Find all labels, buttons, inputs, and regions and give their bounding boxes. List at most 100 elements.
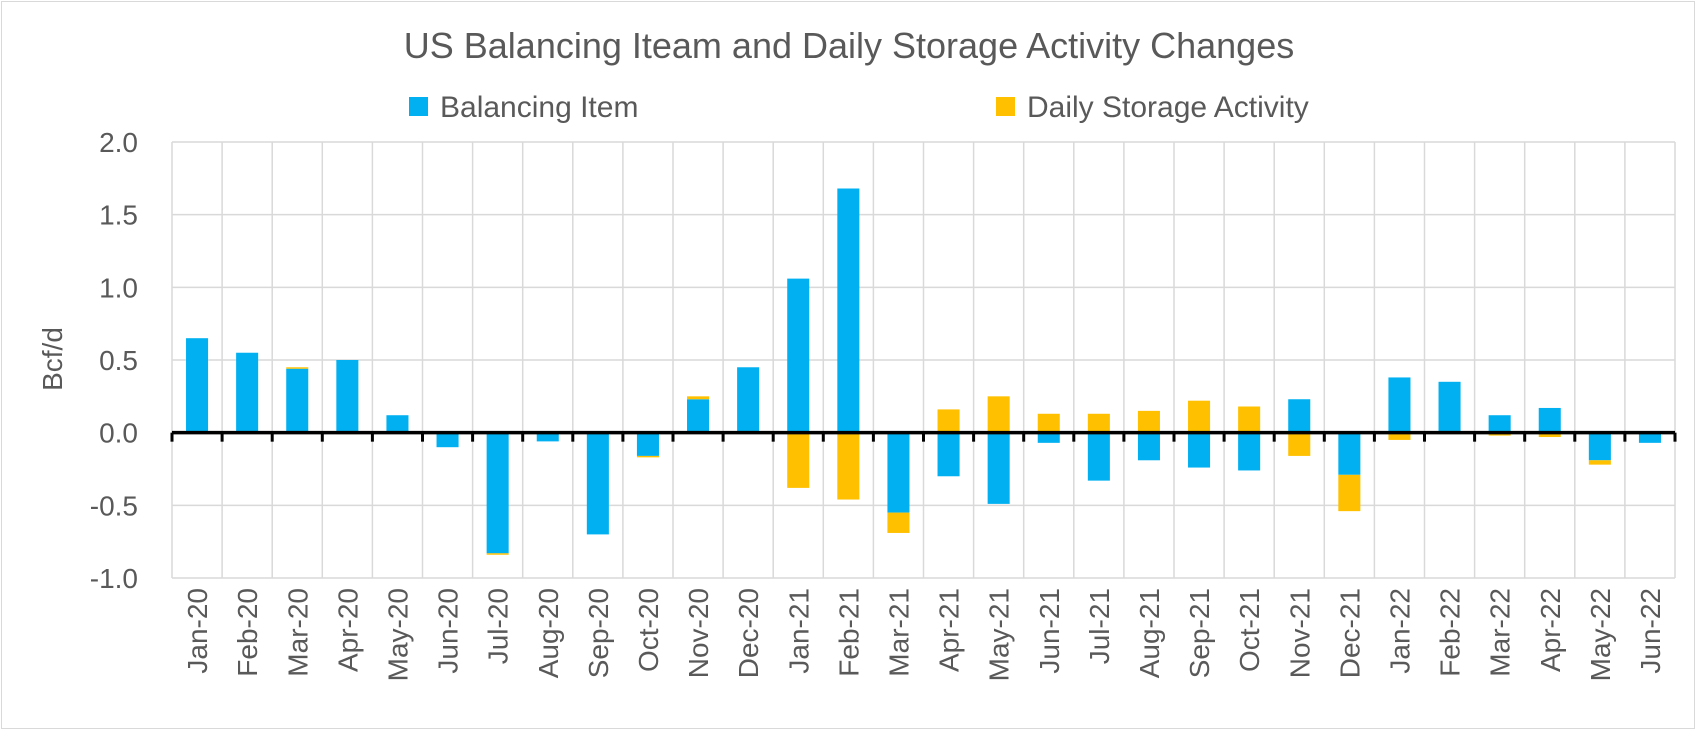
y-axis-label: Bcf/d (37, 327, 68, 391)
balancing-item-bar (1288, 399, 1311, 433)
legend-swatch-daily-storage-activity (996, 97, 1015, 116)
balancing-item-bar (887, 432, 910, 513)
daily-storage-activity-bar (636, 455, 659, 458)
balancing-item-bar (636, 432, 659, 456)
daily-storage-activity-bar (1188, 400, 1211, 433)
daily-storage-activity-bar (1588, 460, 1611, 465)
x-tick-label: Nov-20 (683, 588, 714, 678)
x-tick-label: Jun-21 (1034, 588, 1065, 674)
balancing-item-bar (286, 368, 309, 433)
y-tick-labels: 2.0 1.5 1.0 0.5 0.0 -0.5 -1.0 (90, 127, 138, 594)
x-tick-label: Jul-20 (483, 588, 514, 664)
balancing-item-bar (236, 352, 259, 433)
balancing-item-bar (336, 360, 359, 433)
daily-storage-activity-bar (937, 409, 960, 433)
daily-storage-activity-bar (1538, 432, 1561, 438)
balancing-item-bar (486, 432, 509, 554)
x-tick-label: Jun-22 (1635, 588, 1666, 674)
x-tick-label: Jul-21 (1084, 588, 1115, 664)
daily-storage-activity-bar (1037, 413, 1060, 433)
balancing-item-bar (536, 432, 559, 442)
balancing-item-bar (386, 415, 409, 433)
balancing-item-bar (1388, 377, 1411, 433)
y-tick-label: 0.5 (99, 345, 138, 376)
balancing-item-bar (1188, 432, 1211, 468)
x-tick-label: Sep-21 (1184, 588, 1215, 678)
x-tick-label: May-21 (984, 588, 1015, 681)
x-tick-label: May-22 (1585, 588, 1616, 681)
daily-storage-activity-bar (486, 553, 509, 555)
x-tick-label: Jun-20 (433, 588, 464, 674)
x-tick-label: Feb-20 (232, 588, 263, 677)
y-tick-label: 2.0 (99, 127, 138, 158)
x-tick-label: Jan-21 (783, 588, 814, 674)
balancing-item-bar (687, 399, 710, 433)
daily-storage-activity-bar (987, 396, 1010, 433)
x-tick-label: Feb-22 (1435, 588, 1466, 677)
x-tick-label: Mar-22 (1485, 588, 1516, 677)
balancing-item-bar (1438, 381, 1461, 433)
y-tick-label: -1.0 (90, 563, 138, 594)
balancing-item-bar (1488, 415, 1511, 433)
y-tick-label: 1.5 (99, 200, 138, 231)
x-tick-label: May-20 (382, 588, 413, 681)
daily-storage-activity-bar (837, 432, 860, 500)
y-tick-label: -0.5 (90, 490, 138, 521)
balancing-item-bar (987, 432, 1010, 504)
x-tick-label: Apr-21 (934, 588, 965, 672)
balancing-item-bar (1338, 432, 1361, 475)
x-tick-label: Aug-20 (533, 588, 564, 678)
legend-label-balancing-item: Balancing Item (440, 91, 638, 124)
x-tick-label: Dec-21 (1334, 588, 1365, 678)
daily-storage-activity-bar (286, 367, 309, 369)
balancing-item-bar (937, 432, 960, 477)
x-tick-label: Apr-22 (1535, 588, 1566, 672)
x-tick-label: Nov-21 (1284, 588, 1315, 678)
x-tick-label: Jan-22 (1384, 588, 1415, 674)
x-tick-label: Oct-21 (1234, 588, 1265, 672)
daily-storage-activity-bar (1087, 413, 1110, 433)
bars (186, 188, 1661, 555)
balancing-item-bar (737, 367, 760, 433)
daily-storage-activity-bar (1338, 474, 1361, 512)
daily-storage-activity-bar (1388, 432, 1411, 440)
balancing-item-bar (186, 338, 209, 433)
balancing-item-bar (1638, 432, 1661, 443)
y-tick-label: 1.0 (99, 272, 138, 303)
balancing-item-bar (436, 432, 459, 448)
x-tick-label: Feb-21 (833, 588, 864, 677)
daily-storage-activity-bar (1137, 410, 1160, 433)
gridlines (171, 141, 1676, 579)
balancing-item-bar (1538, 407, 1561, 433)
x-tick-label: Apr-20 (332, 588, 363, 672)
y-tick-label: 0.0 (99, 418, 138, 449)
balancing-item-bar (1588, 432, 1611, 461)
balancing-item-bar (1137, 432, 1160, 461)
balancing-item-bar (1087, 432, 1110, 481)
x-tick-label: Mar-21 (883, 588, 914, 677)
x-tick-label: Aug-21 (1134, 588, 1165, 678)
balancing-item-bar (1238, 432, 1261, 471)
legend-swatch-balancing-item (409, 97, 428, 116)
balancing-item-bar (837, 188, 860, 433)
x-tick-label: Dec-20 (733, 588, 764, 678)
x-tick-label: Jan-20 (182, 588, 213, 674)
chart-title: US Balancing Iteam and Daily Storage Act… (404, 25, 1294, 66)
legend-label-daily-storage-activity: Daily Storage Activity (1027, 91, 1309, 124)
x-tick-labels: Jan-20 Feb-20 Mar-20 Apr-20 May-20 Jun-20 Jul-… (182, 588, 1666, 681)
daily-storage-activity-bar (1288, 432, 1311, 456)
daily-storage-activity-bar (687, 396, 710, 400)
balancing-item-bar (1037, 432, 1060, 443)
balancing-item-bar (787, 278, 810, 433)
daily-storage-activity-bar (1238, 406, 1261, 433)
x-tick-label: Mar-20 (282, 588, 313, 677)
x-tick-label: Oct-20 (633, 588, 664, 672)
daily-storage-activity-bar (787, 432, 810, 488)
x-axis (170, 430, 1677, 442)
x-tick-label: Sep-20 (583, 588, 614, 678)
balancing-item-bar (586, 432, 609, 535)
legend: Balancing Item Daily Storage Activity (409, 91, 1309, 124)
daily-storage-activity-bar (887, 512, 910, 533)
